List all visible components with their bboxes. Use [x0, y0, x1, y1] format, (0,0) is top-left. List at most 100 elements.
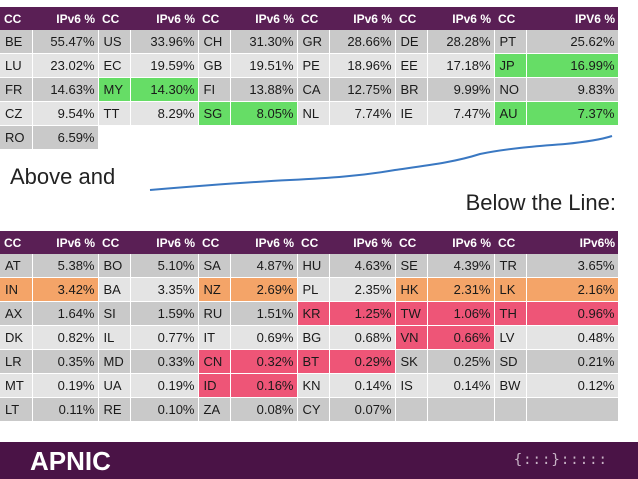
- empty-cell: [494, 125, 527, 150]
- ipv6-percent-cell: 1.25%: [329, 301, 396, 326]
- table-row: DK 0.82% IL 0.77% IT 0.69% BG 0.68% VN 0.66% LV 0.4…: [0, 325, 619, 350]
- empty-cell: [494, 397, 527, 422]
- country-code-cell: CN: [198, 349, 231, 374]
- column-header: CC: [494, 231, 526, 254]
- caption-below: Below the Line:: [465, 190, 616, 215]
- country-code-cell: BE: [0, 30, 33, 54]
- ipv6-percent-cell: 9.83%: [526, 77, 619, 102]
- table-row: LT 0.11% RE 0.10% ZA 0.08% CY 0.07%: [0, 397, 619, 422]
- country-code-cell: BG: [297, 325, 330, 350]
- ipv6-percent-cell: 0.11%: [32, 397, 99, 422]
- column-header: CC: [297, 231, 329, 254]
- trend-line-path: [149, 135, 613, 191]
- column-header: CC: [395, 7, 427, 30]
- ipv6-percent-cell: 28.28%: [427, 30, 495, 54]
- empty-cell: [98, 125, 131, 150]
- country-code-cell: TH: [494, 301, 527, 326]
- country-code-cell: EC: [98, 53, 131, 78]
- ipv6-percent-cell: 0.21%: [526, 349, 619, 374]
- column-header: CC: [0, 7, 32, 30]
- table-row: AT 5.38% BO 5.10% SA 4.87% HU 4.63% SE 4.39% TR 3.6…: [0, 254, 619, 278]
- ipv6-percent-cell: 0.14%: [329, 373, 396, 398]
- ipv6-percent-cell: 0.77%: [130, 325, 199, 350]
- table-row: RO 6.59%: [0, 125, 619, 150]
- country-code-cell: MT: [0, 373, 33, 398]
- empty-cell: [329, 125, 396, 150]
- column-header: CC: [198, 7, 230, 30]
- column-header: IPv6 %: [230, 7, 297, 30]
- ipv6-percent-cell: 14.30%: [130, 77, 199, 102]
- country-code-cell: BR: [395, 77, 428, 102]
- country-code-cell: RE: [98, 397, 131, 422]
- column-header: IPv6 %: [130, 7, 198, 30]
- ipv6-percent-cell: 3.35%: [130, 277, 199, 302]
- country-code-cell: CZ: [0, 101, 33, 126]
- ipv6-percent-cell: 33.96%: [130, 30, 199, 54]
- country-code-cell: GB: [198, 53, 231, 78]
- empty-cell: [230, 125, 298, 150]
- ipv6-percent-cell: 55.47%: [32, 30, 99, 54]
- ipv6-percent-cell: 3.65%: [526, 254, 619, 278]
- country-code-cell: NL: [297, 101, 330, 126]
- ipv6-percent-cell: 4.39%: [427, 254, 495, 278]
- ipv6-percent-cell: 0.19%: [130, 373, 199, 398]
- column-header: CC: [198, 231, 230, 254]
- country-code-cell: KR: [297, 301, 330, 326]
- ipv6-percent-cell: 1.59%: [130, 301, 199, 326]
- country-code-cell: IL: [98, 325, 131, 350]
- country-code-cell: HU: [297, 254, 330, 278]
- ipv6-percent-cell: 0.25%: [427, 349, 495, 374]
- table-row: IN 3.42% BA 3.35% NZ 2.69% PL 2.35% HK 2.31% LK 2.1…: [0, 277, 619, 302]
- country-code-cell: EE: [395, 53, 428, 78]
- ipv6-percent-cell: 0.29%: [329, 349, 396, 374]
- bottom-table-header-row: CC IPv6 % CC IPv6 % CC IPv6 % CC IPv6 % CC IPv6 %…: [0, 231, 618, 254]
- column-header: CC: [494, 7, 526, 30]
- country-code-cell: SE: [395, 254, 428, 278]
- column-header: IPv6 %: [427, 231, 494, 254]
- ipv6-percent-cell: 0.33%: [130, 349, 199, 374]
- country-code-cell: UA: [98, 373, 131, 398]
- country-code-cell: IN: [0, 277, 33, 302]
- table-row: FR 14.63% MY 14.30% FI 13.88% CA 12.75% BR 9.99% N…: [0, 77, 619, 102]
- country-code-cell: US: [98, 30, 131, 54]
- ipv6-percent-cell: 0.48%: [526, 325, 619, 350]
- column-header: IPv6 %: [32, 231, 98, 254]
- column-header: CC: [98, 231, 130, 254]
- ipv6-percent-cell: 3.42%: [32, 277, 99, 302]
- country-code-cell: HK: [395, 277, 428, 302]
- country-code-cell: ID: [198, 373, 231, 398]
- column-header: IPv6 %: [329, 7, 395, 30]
- country-code-cell: SG: [198, 101, 231, 126]
- country-code-cell: TT: [98, 101, 131, 126]
- country-code-cell: TR: [494, 254, 527, 278]
- ipv6-percent-cell: 8.29%: [130, 101, 199, 126]
- apnic-mark-icon: {:::}:::::: [513, 452, 608, 468]
- ipv6-percent-cell: 8.05%: [230, 101, 298, 126]
- country-code-cell: AT: [0, 254, 33, 278]
- ipv6-percent-cell: 5.38%: [32, 254, 99, 278]
- empty-cell: [427, 125, 495, 150]
- table-row: LU 23.02% EC 19.59% GB 19.51% PE 18.96% EE 17.18%…: [0, 53, 619, 78]
- column-header: IPv6 %: [427, 7, 494, 30]
- country-code-cell: RU: [198, 301, 231, 326]
- country-code-cell: SD: [494, 349, 527, 374]
- ipv6-percent-cell: 18.96%: [329, 53, 396, 78]
- column-header: IPv6 %: [32, 7, 98, 30]
- ipv6-percent-cell: 5.10%: [130, 254, 199, 278]
- column-header: IPv6 %: [130, 231, 198, 254]
- ipv6-percent-cell: 0.16%: [230, 373, 298, 398]
- country-code-cell: KN: [297, 373, 330, 398]
- ipv6-percent-cell: 12.75%: [329, 77, 396, 102]
- ipv6-percent-cell: 2.16%: [526, 277, 619, 302]
- ipv6-percent-cell: 4.87%: [230, 254, 298, 278]
- country-code-cell: GR: [297, 30, 330, 54]
- country-code-cell: IS: [395, 373, 428, 398]
- column-header: IPV6 %: [526, 7, 618, 30]
- country-code-cell: NO: [494, 77, 527, 102]
- ipv6-percent-cell: 0.96%: [526, 301, 619, 326]
- apnic-logo: APNIC: [30, 446, 111, 476]
- country-code-cell: AU: [494, 101, 527, 126]
- empty-cell: [395, 125, 428, 150]
- ipv6-percent-cell: 0.12%: [526, 373, 619, 398]
- country-code-cell: CY: [297, 397, 330, 422]
